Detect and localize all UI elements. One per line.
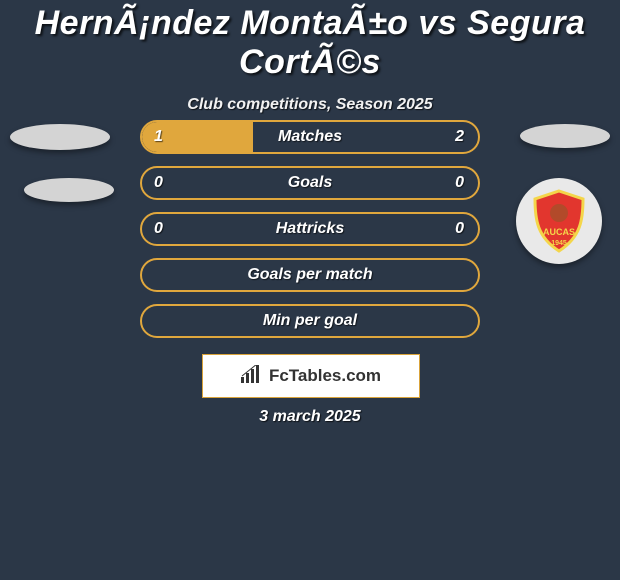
date-label: 3 march 2025 <box>0 408 620 426</box>
stat-label: Hattricks <box>142 214 478 244</box>
stat-pill: Goals per match <box>140 258 480 292</box>
page-title: HernÃ¡ndez MontaÃ±o vs Segura CortÃ©s <box>0 0 620 82</box>
stat-pill: Goals <box>140 166 480 200</box>
stat-pill: Hattricks <box>140 212 480 246</box>
stat-row-matches: Matches 1 2 <box>0 120 620 156</box>
stat-right-value: 2 <box>455 120 464 154</box>
stat-label: Goals <box>142 168 478 198</box>
brand-text: FcTables.com <box>269 366 381 386</box>
stat-left-value: 0 <box>154 212 163 246</box>
stat-label: Matches <box>142 122 478 152</box>
stats-rows: Matches 1 2 Goals 0 0 Hattricks 0 0 Go <box>0 120 620 350</box>
stat-right-value: 0 <box>455 166 464 200</box>
page-subtitle: Club competitions, Season 2025 <box>0 96 620 114</box>
stat-pill: Min per goal <box>140 304 480 338</box>
stat-label: Goals per match <box>142 260 478 290</box>
bar-chart-icon <box>241 365 263 388</box>
stat-right-value: 0 <box>455 212 464 246</box>
comparison-card: HernÃ¡ndez MontaÃ±o vs Segura CortÃ©s Cl… <box>0 0 620 580</box>
stat-row-goals-per-match: Goals per match <box>0 258 620 294</box>
stat-pill: Matches <box>140 120 480 154</box>
stat-left-value: 1 <box>154 120 163 154</box>
stat-row-min-per-goal: Min per goal <box>0 304 620 340</box>
stat-row-hattricks: Hattricks 0 0 <box>0 212 620 248</box>
stat-row-goals: Goals 0 0 <box>0 166 620 202</box>
stat-left-value: 0 <box>154 166 163 200</box>
brand-box[interactable]: FcTables.com <box>202 354 420 398</box>
stat-label: Min per goal <box>142 306 478 336</box>
